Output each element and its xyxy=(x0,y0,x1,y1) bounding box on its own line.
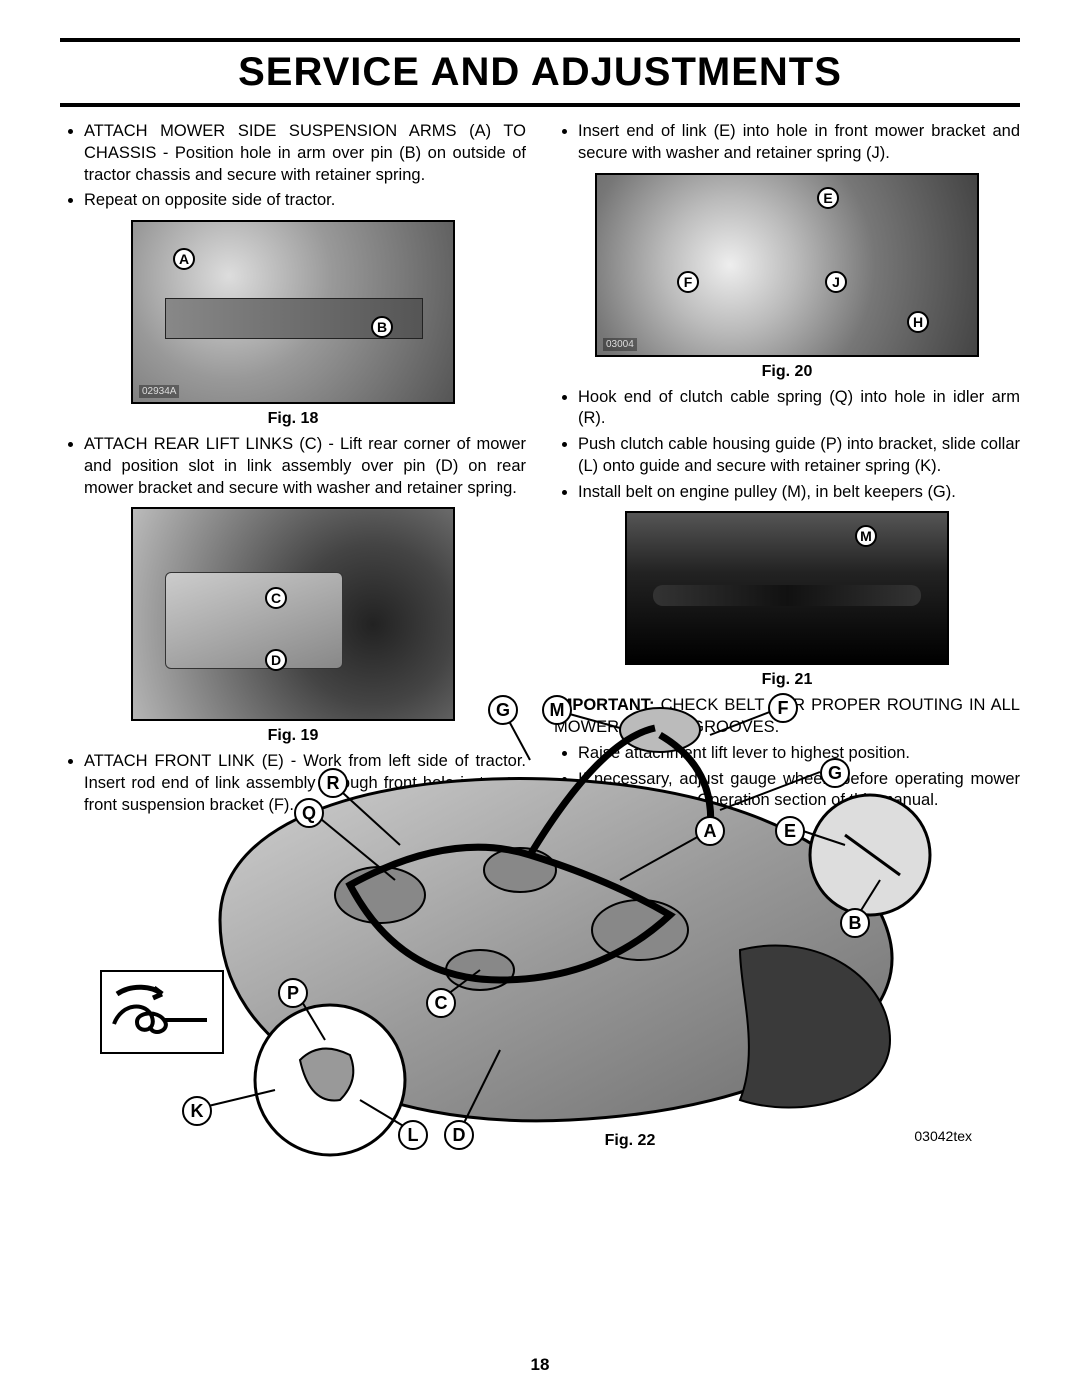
image-code: 03004 xyxy=(603,338,637,351)
image-code: 02934A xyxy=(139,385,179,398)
figure-20: 03004 E F J H xyxy=(595,173,979,357)
figure-21: M xyxy=(625,511,949,665)
label-c: C xyxy=(265,587,287,609)
label-d: D xyxy=(444,1120,474,1150)
label-k: K xyxy=(182,1096,212,1126)
page-title: SERVICE AND ADJUSTMENTS xyxy=(60,48,1020,97)
label-j: J xyxy=(825,271,847,293)
label-p: P xyxy=(278,978,308,1008)
label-q: Q xyxy=(294,798,324,828)
bullet: Install belt on engine pulley (M), in be… xyxy=(578,482,1020,504)
label-b: B xyxy=(371,316,393,338)
label-g-top-left: G xyxy=(488,695,518,725)
fig-20-caption: Fig. 20 xyxy=(554,363,1020,381)
figure-22: G M F G A E B R Q P C K L D Fig. 22 0304… xyxy=(100,680,980,1160)
label-g-right: G xyxy=(820,758,850,788)
label-l: L xyxy=(398,1120,428,1150)
label-a: A xyxy=(695,816,725,846)
label-e: E xyxy=(817,187,839,209)
page-number: 18 xyxy=(0,1355,1080,1375)
label-h: H xyxy=(907,311,929,333)
label-b: B xyxy=(840,908,870,938)
label-c: C xyxy=(426,988,456,1018)
bullet: Push clutch cable housing guide (P) into… xyxy=(578,434,1020,478)
label-a: A xyxy=(173,248,195,270)
figure-18: 02934A A B xyxy=(131,220,455,404)
label-f: F xyxy=(677,271,699,293)
label-m: M xyxy=(542,695,572,725)
fig-18-caption: Fig. 18 xyxy=(60,410,526,428)
bullet: Hook end of clutch cable spring (Q) into… xyxy=(578,387,1020,431)
bullet: Insert end of link (E) into hole in fron… xyxy=(578,121,1020,165)
spring-clip-icon xyxy=(100,970,224,1054)
fig-22-caption: Fig. 22 xyxy=(570,1132,690,1150)
bullet: Repeat on opposite side of tractor. xyxy=(84,190,526,212)
label-f: F xyxy=(768,693,798,723)
label-m: M xyxy=(855,525,877,547)
label-r: R xyxy=(318,768,348,798)
label-d: D xyxy=(265,649,287,671)
label-e: E xyxy=(775,816,805,846)
bullet: ATTACH MOWER SIDE SUSPENSION ARMS (A) TO… xyxy=(84,121,526,186)
bullet: ATTACH REAR LIFT LINKS (C) - Lift rear c… xyxy=(84,434,526,499)
fig-22-code: 03042tex xyxy=(914,1128,972,1158)
